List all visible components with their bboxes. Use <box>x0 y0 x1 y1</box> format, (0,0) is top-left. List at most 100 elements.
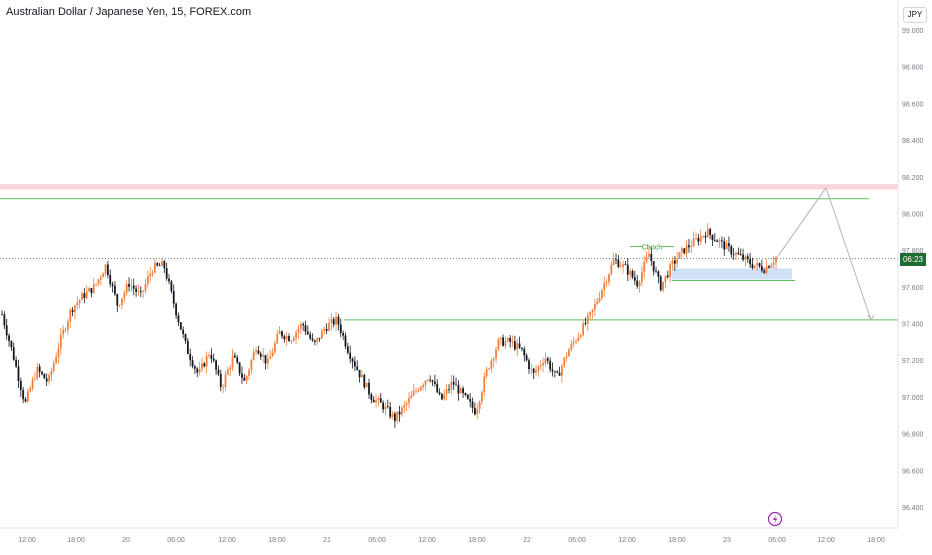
candle <box>55 357 58 364</box>
candle <box>208 354 210 356</box>
projection-arrowhead <box>867 314 875 321</box>
candle <box>648 253 650 257</box>
y-tick-label: 97.800 <box>902 248 924 255</box>
candle <box>525 355 528 361</box>
candle <box>297 328 300 333</box>
x-tick-label: 12:00 <box>418 537 436 544</box>
candle <box>749 259 752 265</box>
candle <box>772 262 775 265</box>
candle <box>177 315 180 323</box>
candle <box>433 381 436 384</box>
candle <box>191 360 194 367</box>
candle <box>26 391 29 402</box>
candle <box>339 324 342 334</box>
candle <box>692 238 695 247</box>
candle <box>201 363 203 369</box>
candle <box>85 291 88 299</box>
candle <box>74 305 76 312</box>
candle <box>356 366 359 370</box>
candle <box>114 285 116 295</box>
candle <box>156 263 159 266</box>
candle <box>182 329 185 335</box>
candle <box>372 399 375 403</box>
candle <box>135 288 137 292</box>
candle <box>579 335 582 337</box>
candle <box>252 351 255 361</box>
candle <box>398 411 401 415</box>
candle <box>488 368 490 370</box>
x-tick-label: 06:00 <box>167 537 185 544</box>
candle <box>165 268 168 279</box>
candle <box>410 395 413 399</box>
candle <box>450 381 453 390</box>
candle <box>671 260 674 265</box>
candle <box>238 362 241 374</box>
y-tick-label: 96.400 <box>902 505 924 512</box>
candle <box>626 264 629 275</box>
candle <box>106 264 109 276</box>
candle <box>224 374 227 387</box>
candle <box>353 361 356 367</box>
candle <box>720 240 723 242</box>
candle <box>365 382 368 388</box>
candle <box>285 335 288 340</box>
lightning-logo-icon <box>767 511 783 527</box>
candle <box>495 349 497 359</box>
candle <box>617 259 620 267</box>
candle <box>624 264 627 265</box>
candle <box>504 341 507 346</box>
candle <box>219 373 222 388</box>
candle <box>151 272 154 274</box>
candle <box>645 256 648 262</box>
candle <box>652 261 655 272</box>
candle <box>412 391 415 396</box>
candle <box>299 323 302 329</box>
candle <box>478 401 481 410</box>
candle <box>186 340 189 355</box>
candle <box>250 360 253 370</box>
candle <box>210 354 213 359</box>
candle <box>509 338 512 342</box>
candle <box>158 265 161 267</box>
candle <box>633 277 636 281</box>
candle <box>344 335 347 347</box>
candle <box>309 334 312 339</box>
candle <box>638 282 641 287</box>
candle <box>175 303 177 316</box>
candle <box>723 241 726 250</box>
candle <box>83 293 86 299</box>
candle <box>419 386 422 391</box>
candle <box>3 314 6 326</box>
candle <box>584 322 587 324</box>
currency-button[interactable]: JPY <box>903 7 927 23</box>
candle <box>215 360 217 370</box>
y-tick-label: 98.000 <box>902 211 924 218</box>
candle <box>64 329 67 331</box>
candle <box>688 245 690 248</box>
candle <box>198 368 201 373</box>
candle <box>598 298 601 302</box>
candle <box>130 285 133 287</box>
candle <box>492 358 495 361</box>
x-tick-label: 06:00 <box>768 537 786 544</box>
candle <box>572 341 575 344</box>
candle <box>610 264 613 275</box>
candle <box>118 305 121 306</box>
candle <box>111 284 114 286</box>
candle <box>438 392 441 394</box>
x-tick-label: 12:00 <box>618 537 636 544</box>
candle <box>657 271 660 277</box>
candle <box>615 259 617 261</box>
candle <box>172 290 175 304</box>
candle <box>266 358 269 364</box>
candle <box>66 321 69 330</box>
candle <box>236 357 239 363</box>
candle <box>744 256 747 260</box>
candle <box>636 280 639 287</box>
y-tick-label: 98.200 <box>902 175 924 182</box>
candle <box>349 352 352 359</box>
candle <box>758 263 761 267</box>
candle <box>704 235 707 238</box>
